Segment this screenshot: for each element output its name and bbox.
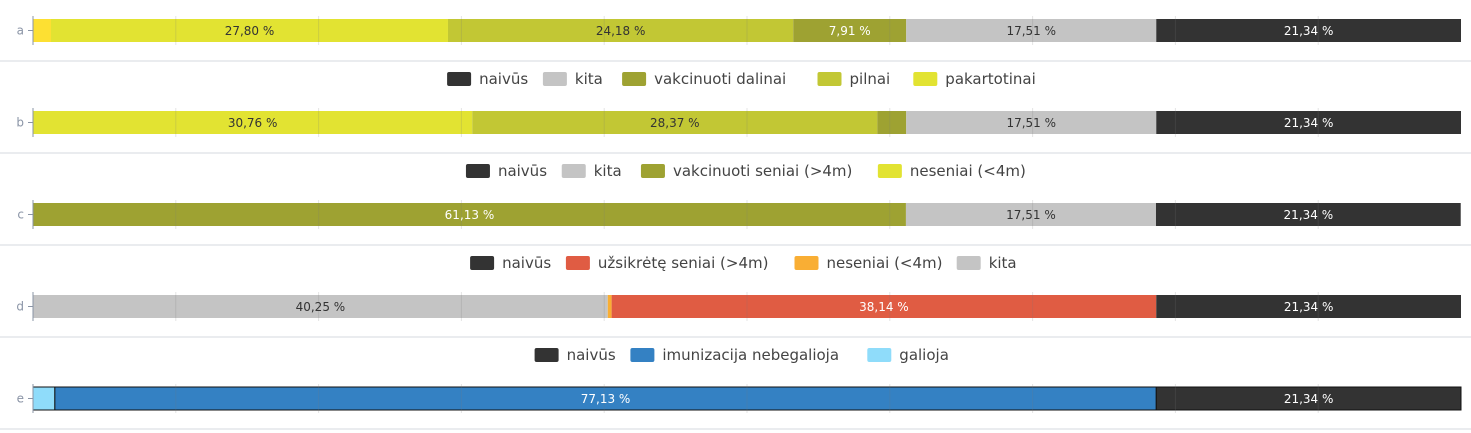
category-label: d [16, 300, 24, 314]
data-label: 17,51 % [1006, 116, 1056, 130]
chart-panel-e: naivūs imunizacija nebegalioja galioja 77,1… [0, 346, 1471, 430]
bar-segment [472, 111, 878, 134]
legend: naivūs imunizacija nebegalioja galioja [534, 346, 949, 364]
data-label: 21,34 % [1284, 116, 1334, 130]
chart-panel-d: naivūs užsikrėtę seniai (>4m) neseniai (<4… [0, 254, 1471, 338]
data-label: 21,34 % [1284, 392, 1334, 406]
legend-swatch [913, 72, 938, 86]
legend: naivūs kita vakcinuoti dalinai pilnai pakart… [447, 70, 1036, 88]
bar-segment [793, 19, 907, 42]
legend-label: imunizacija nebegalioja [662, 346, 839, 364]
data-label: 24,18 % [596, 24, 646, 38]
legend-label: naivūs [479, 70, 528, 88]
data-label: 27,80 % [225, 24, 275, 38]
legend-swatch [465, 164, 490, 178]
bar-segment [1155, 203, 1461, 226]
legend-swatch [565, 256, 590, 270]
legend-swatch [630, 348, 655, 362]
category-label: a [17, 24, 24, 38]
bar-segment [611, 295, 1157, 318]
data-label: 28,37 % [650, 116, 700, 130]
bar-segment [906, 19, 1157, 42]
legend-swatch [877, 164, 902, 178]
category-label: c [17, 208, 24, 222]
legend-label: kita [989, 254, 1017, 272]
data-label: 17,51 % [1006, 24, 1056, 38]
bar-segment [1156, 295, 1461, 318]
category-label: b [16, 116, 24, 130]
bar-segment [447, 19, 794, 42]
data-label: 38,14 % [859, 300, 909, 314]
bar-segment [33, 111, 473, 134]
bar-segment [1156, 19, 1461, 42]
bar-segment [33, 295, 608, 318]
legend-label: pakartotinai [945, 70, 1035, 88]
data-label: 21,34 % [1284, 24, 1334, 38]
data-label: 21,34 % [1284, 208, 1334, 222]
bar-segment [33, 19, 51, 42]
bar-segment [905, 203, 1156, 226]
bar-segment [906, 111, 1157, 134]
legend-label: kita [594, 162, 622, 180]
data-label: 77,13 % [581, 392, 631, 406]
legend-label: naivūs [502, 254, 551, 272]
bar-segment [32, 386, 56, 411]
legend-swatch [956, 256, 981, 270]
legend-label: pilnai [850, 70, 891, 88]
legend-label: neseniai (<4m) [827, 254, 943, 272]
legend-swatch [470, 256, 495, 270]
legend-swatch [542, 72, 567, 86]
legend-label: vakcinuoti dalinai [654, 70, 786, 88]
legend-swatch [640, 164, 665, 178]
legend-label: neseniai (<4m) [910, 162, 1026, 180]
bar-segment [877, 111, 907, 134]
chart-panel-b: naivūs kita vakcinuoti dalinai pilnai pakart… [0, 70, 1471, 154]
chart-panel-a: 27,80 % 24,18 % 7,91 % 17,51 % 21,34 % a [0, 16, 1471, 62]
legend-swatch [534, 348, 559, 362]
legend-label: užsikrėtę seniai (>4m) [598, 254, 769, 272]
legend-label: vakcinuoti seniai (>4m) [673, 162, 852, 180]
data-label: 21,34 % [1284, 300, 1334, 314]
data-label: 30,76 % [228, 116, 278, 130]
legend-label: naivūs [498, 162, 547, 180]
legend-swatch [867, 348, 892, 362]
legend-swatch [622, 72, 647, 86]
legend-swatch [817, 72, 842, 86]
chart-panel-c: naivūs kita vakcinuoti seniai (>4m) nesenia… [0, 162, 1471, 246]
legend-label: kita [575, 70, 603, 88]
legend-label: naivūs [567, 346, 616, 364]
bar-segment [33, 203, 906, 226]
category-label: e [17, 392, 24, 406]
data-label: 61,13 % [445, 208, 495, 222]
bar-segment [1156, 111, 1461, 134]
legend-swatch [794, 256, 819, 270]
bar-segment [1155, 386, 1462, 411]
data-label: 40,25 % [296, 300, 346, 314]
data-label: 17,51 % [1006, 208, 1056, 222]
bar-segment [50, 19, 448, 42]
legend: naivūs kita vakcinuoti seniai (>4m) nesenia… [465, 162, 1026, 180]
legend-swatch [447, 72, 472, 86]
data-label: 7,91 % [829, 24, 871, 38]
legend: naivūs užsikrėtę seniai (>4m) neseniai (<4… [470, 254, 1017, 272]
legend-swatch [561, 164, 586, 178]
legend-label: galioja [899, 346, 949, 364]
bar-segment [607, 295, 612, 318]
